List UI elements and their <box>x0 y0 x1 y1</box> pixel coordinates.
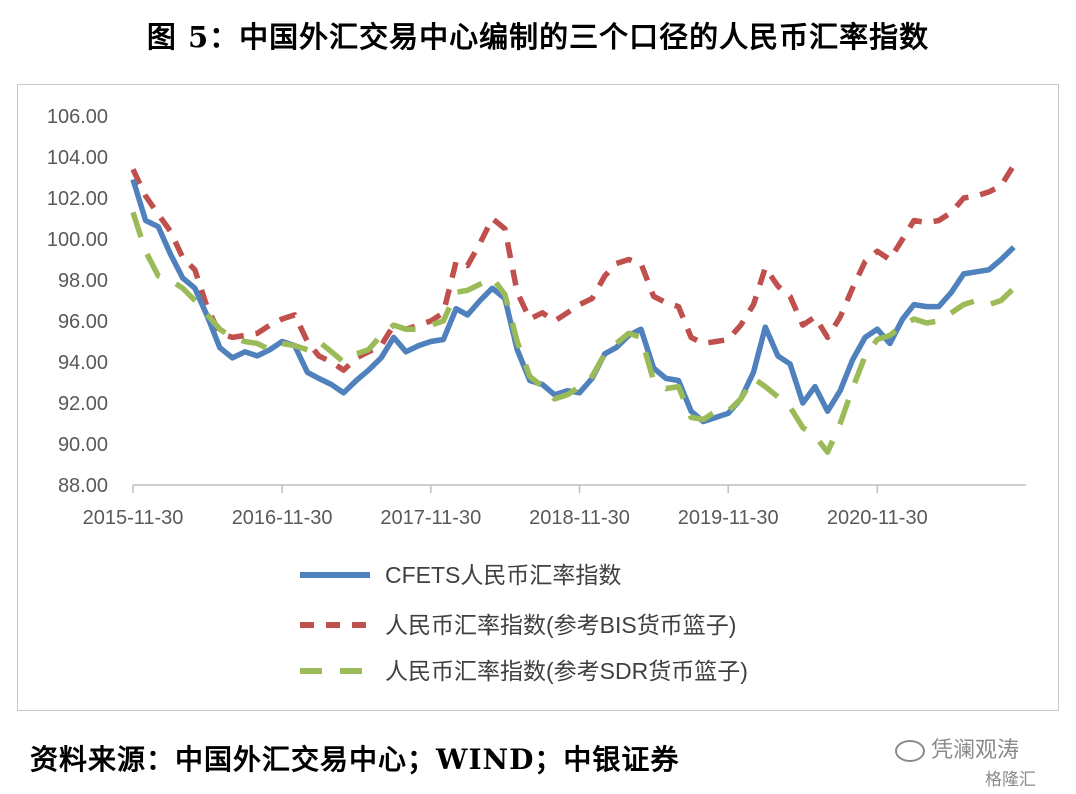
x-tick-label: 2020-11-30 <box>827 507 928 529</box>
y-tick-label: 104.00 <box>47 147 108 169</box>
y-axis: 106.00 104.00 102.00 100.00 98.00 96.00 94.00 9… <box>47 106 108 497</box>
legend-label-2: 人民币汇率指数(参考BIS货币篮子) <box>385 612 736 638</box>
y-tick-label: 106.00 <box>47 106 108 128</box>
y-tick-label: 94.00 <box>58 352 108 374</box>
x-tick-label: 2015-11-30 <box>83 507 184 529</box>
y-tick-label: 102.00 <box>47 188 108 210</box>
y-tick-label: 88.00 <box>58 475 108 497</box>
y-tick-label: 98.00 <box>58 270 108 292</box>
chart-title: 图 5：中国外汇交易中心编制的三个口径的人民币汇率指数 <box>146 20 930 54</box>
y-tick-label: 96.00 <box>58 311 108 333</box>
y-tick-label: 90.00 <box>58 434 108 456</box>
x-tick-label: 2016-11-30 <box>232 507 333 529</box>
series-line-2 <box>130 163 1017 373</box>
x-tick-label: 2019-11-30 <box>678 507 779 529</box>
chart-frame <box>17 84 1059 711</box>
legend-label-3: 人民币汇率指数(参考SDR货币篮子) <box>385 658 748 684</box>
watermark-secondary: 格隆汇 <box>985 770 1036 790</box>
x-tick-label: 2018-11-30 <box>529 507 630 529</box>
series-line-1 <box>130 178 1016 425</box>
y-tick-label: 100.00 <box>47 229 108 251</box>
source-note: 资料来源：中国外汇交易中心；WIND；中银证券 <box>30 743 680 776</box>
legend-label-1: CFETS人民币汇率指数 <box>385 562 621 588</box>
watermark-primary: 凭澜观涛 <box>895 732 1019 764</box>
y-tick-label: 92.00 <box>58 393 108 415</box>
x-axis: 2015-11-30 2016-11-30 2017-11-30 2018-11-30… <box>83 484 1026 529</box>
series-layer <box>130 163 1017 455</box>
watermark-primary-text: 凭澜观涛 <box>931 738 1020 763</box>
x-tick-label: 2017-11-30 <box>380 507 481 529</box>
wechat-icon <box>895 740 925 762</box>
series-line-3 <box>130 211 1016 455</box>
